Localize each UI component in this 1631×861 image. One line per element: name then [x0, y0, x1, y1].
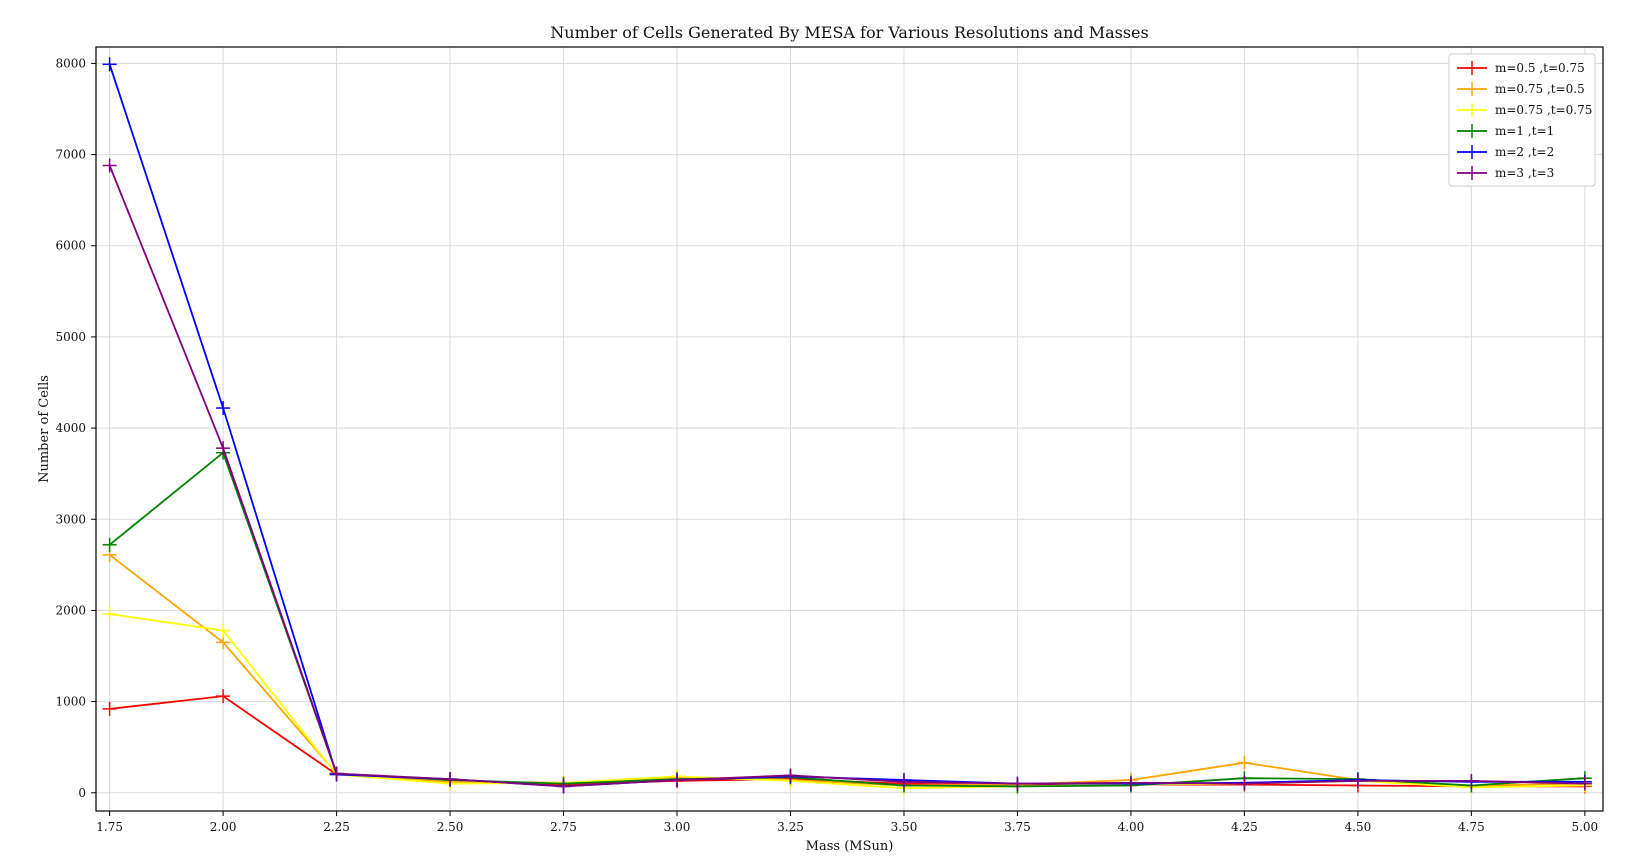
x-tick-label: 3.50	[891, 820, 918, 834]
legend-item: m=0.75 ,t=0.75	[1457, 103, 1592, 117]
series-line	[109, 695, 1585, 788]
x-tick-label: 3.75	[1004, 820, 1031, 834]
data-point	[216, 401, 231, 416]
data-point	[216, 635, 231, 650]
data-point	[1350, 773, 1365, 788]
data-point	[1237, 776, 1252, 791]
grid	[96, 47, 1603, 811]
legend-box	[1448, 53, 1596, 187]
x-tick-label: 2.50	[437, 820, 464, 834]
chart-title: Number of Cells Generated By MESA for Va…	[550, 23, 1148, 42]
x-axis-label: Mass (MSun)	[806, 839, 894, 854]
data-point	[102, 158, 117, 173]
x-tick-label: 4.75	[1458, 820, 1485, 834]
legend-item: m=2 ,t=2	[1457, 145, 1554, 159]
data-point	[783, 768, 798, 783]
y-axis-label: Number of Cells	[37, 375, 52, 483]
y-axis-ticks: 0 1000 2000 3000 4000 5000 6000 7000 8000	[55, 56, 96, 800]
x-tick-label: 4.00	[1118, 820, 1145, 834]
y-tick-label: 0	[78, 786, 86, 800]
x-tick-label: 4.25	[1231, 820, 1258, 834]
legend-label: m=1 ,t=1	[1495, 124, 1554, 138]
legend-label: m=3 ,t=3	[1495, 166, 1554, 180]
data-point	[556, 779, 571, 794]
y-tick-label: 2000	[55, 603, 86, 617]
y-tick-label: 8000	[55, 56, 86, 70]
x-tick-label: 3.00	[664, 820, 691, 834]
data-point	[1577, 776, 1592, 791]
data-point	[670, 773, 685, 788]
x-axis-ticks: 1.75 2.00 2.25 2.50 2.75 3.00 3.25 3.50 3.75 4.00…	[96, 811, 1598, 834]
legend-label: m=2 ,t=2	[1495, 145, 1554, 159]
data-point	[896, 774, 911, 789]
legend-item: m=0.5 ,t=0.75	[1457, 61, 1585, 75]
series-line	[108, 165, 1585, 788]
series-2	[102, 547, 1592, 793]
data-point	[1464, 773, 1479, 788]
data-point	[102, 607, 117, 622]
legend: m=0.5 ,t=0.75 m=0.75 ,t=0.5 m=0.75 ,t=0.75…	[1448, 53, 1596, 187]
x-tick-label: 1.75	[96, 820, 123, 834]
y-tick-label: 1000	[55, 695, 86, 709]
data-point	[216, 623, 231, 638]
legend-label: m=0.75 ,t=0.75	[1495, 103, 1592, 117]
series-line	[108, 64, 1585, 788]
y-tick-label: 3000	[55, 512, 86, 526]
y-tick-label: 7000	[55, 148, 86, 162]
x-tick-label: 5.00	[1571, 820, 1598, 834]
legend-item: m=1 ,t=1	[1457, 124, 1554, 138]
plot-frame	[95, 46, 1604, 812]
data-point	[1237, 755, 1252, 770]
data-point	[329, 766, 344, 781]
data-point	[102, 537, 117, 552]
x-tick-label: 2.75	[550, 820, 577, 834]
x-tick-label: 2.00	[210, 820, 237, 834]
legend-label: m=0.5 ,t=0.75	[1495, 61, 1585, 75]
data-point	[102, 57, 117, 72]
x-tick-label: 3.25	[777, 820, 804, 834]
x-tick-label: 4.50	[1345, 820, 1372, 834]
legend-item: m=3 ,t=3	[1457, 166, 1554, 180]
data-point	[216, 441, 231, 456]
x-tick-label: 2.25	[323, 820, 350, 834]
data-point	[1123, 775, 1138, 790]
data-point	[216, 689, 231, 704]
series-line	[109, 554, 1585, 787]
series-6	[102, 158, 1592, 794]
y-tick-label: 6000	[55, 239, 86, 253]
series-line	[109, 451, 1585, 788]
legend-label: m=0.75 ,t=0.5	[1495, 82, 1585, 96]
plot-series	[102, 57, 1592, 796]
data-point	[443, 772, 458, 787]
y-tick-label: 5000	[55, 330, 86, 344]
data-point	[102, 701, 117, 716]
y-tick-label: 4000	[55, 421, 86, 435]
legend-item: m=0.75 ,t=0.5	[1457, 82, 1585, 96]
data-point	[1010, 776, 1025, 791]
series-5	[102, 57, 1592, 794]
